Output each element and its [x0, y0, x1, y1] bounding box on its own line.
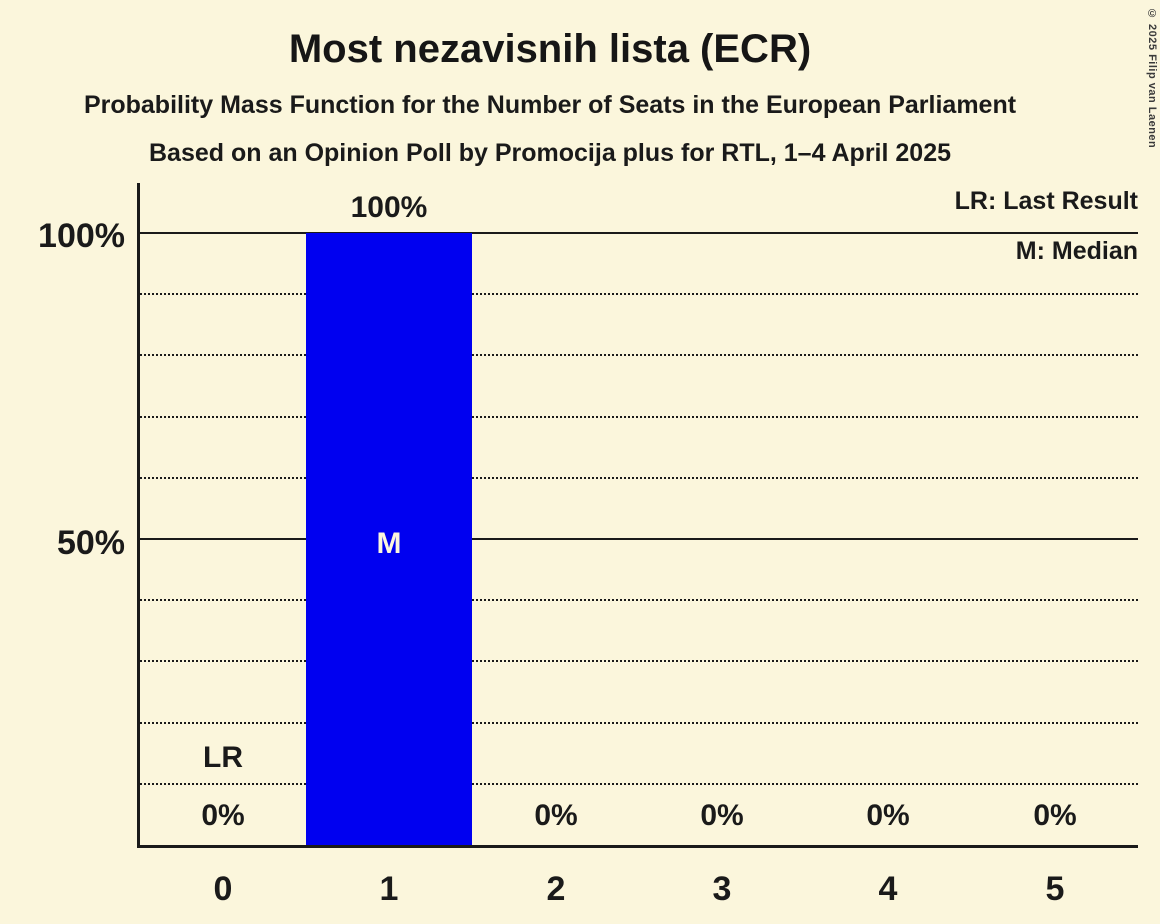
x-axis-label-0: 0 [213, 870, 233, 908]
value-label-seats-5: 0% [1033, 799, 1077, 832]
x-axis-label-2: 2 [546, 870, 566, 908]
gridline-40pct [140, 599, 1138, 601]
x-axis-label-4: 4 [878, 870, 898, 908]
value-label-seats-3: 0% [700, 799, 744, 832]
gridline-50pct [140, 538, 1138, 540]
chart-source-note: Based on an Opinion Poll by Promocija pl… [148, 139, 951, 167]
x-axis-label-1: 1 [379, 870, 399, 908]
y-axis-tick-100: 100% [38, 217, 125, 255]
gridline-100pct [140, 232, 1138, 234]
gridline-20pct [140, 722, 1138, 724]
chart-subtitle: Probability Mass Function for the Number… [83, 91, 1017, 119]
x-axis-label-3: 3 [712, 870, 732, 908]
annotation-lr: LR [203, 741, 243, 774]
gridline-90pct [140, 293, 1138, 295]
value-label-seats-4: 0% [866, 799, 910, 832]
legend-median: M: Median [1015, 237, 1138, 265]
gridline-80pct [140, 354, 1138, 356]
gridline-70pct [140, 416, 1138, 418]
copyright-notice: © 2025 Filip van Laenen [1146, 8, 1158, 149]
x-axis-label-5: 5 [1045, 870, 1065, 908]
y-axis-tick-50: 50% [56, 524, 125, 562]
value-label-seats-2: 0% [534, 799, 578, 832]
plot-area: 0% 100% 0% 0% 0% 0% LR M [137, 183, 1138, 848]
legend-last-result: LR: Last Result [954, 187, 1138, 215]
gridline-30pct [140, 660, 1138, 662]
gridline-60pct [140, 477, 1138, 479]
bar-seats-1 [306, 233, 472, 845]
page-title: Most nezavisnih lista (ECR) [288, 27, 812, 71]
value-label-seats-0: 0% [201, 799, 245, 832]
gridline-10pct [140, 783, 1138, 785]
x-axis-labels: 0 1 2 3 4 5 [140, 868, 1138, 912]
annotation-m: M [376, 527, 402, 560]
value-label-seats-1: 100% [350, 191, 428, 224]
